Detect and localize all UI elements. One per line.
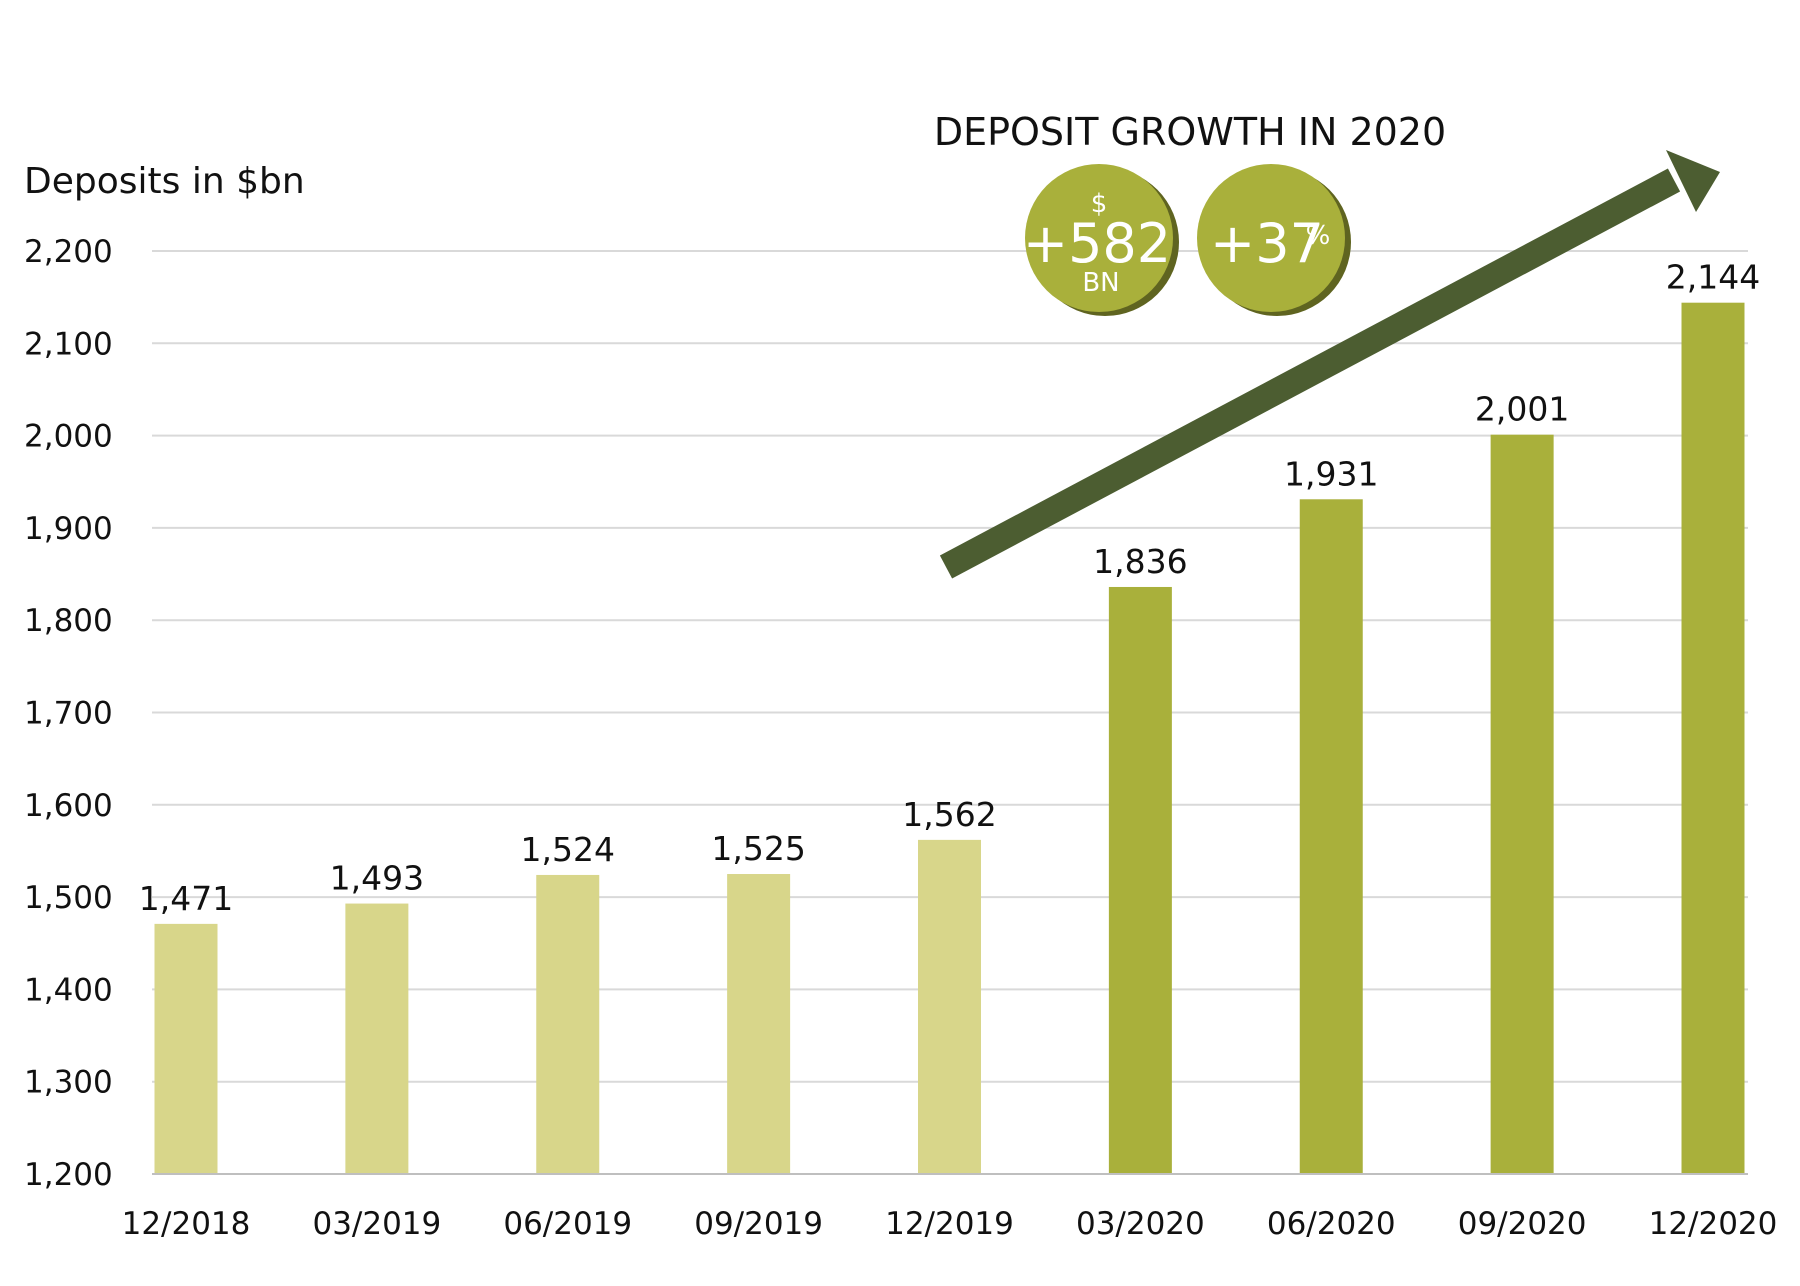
badge-currency-symbol: $ (1091, 189, 1108, 219)
badge-amount-unit: BN (1082, 268, 1119, 298)
badge-percent-sign: % (1306, 221, 1331, 251)
bar-03-2020 (1108, 586, 1172, 1174)
data-label: 1,524 (521, 830, 615, 869)
y-tick-label: 2,000 (24, 419, 113, 455)
x-tick-label: 12/2019 (885, 1206, 1014, 1242)
bar-09-2020 (1490, 434, 1554, 1174)
growth-headline: DEPOSIT GROWTH IN 2020 (934, 110, 1446, 154)
y-tick-label: 2,100 (24, 326, 113, 362)
x-tick-label: 03/2019 (312, 1206, 441, 1242)
data-labels: 1,471 1,493 1,524 1,525 1,562 1,836 1,931 2,001… (139, 258, 1760, 918)
bar-09-2019 (727, 874, 791, 1174)
x-tick-label: 12/2020 (1649, 1206, 1778, 1242)
amount-badge: $ +582 BN (1023, 164, 1179, 316)
badge-percent-value: +37 (1210, 212, 1324, 275)
y-axis-ticks: 1,200 1,300 1,400 1,500 1,600 1,700 1,800 1,900… (24, 234, 113, 1193)
data-label: 1,471 (139, 879, 233, 918)
x-tick-label: 12/2018 (122, 1206, 251, 1242)
bar-06-2019 (536, 874, 600, 1174)
y-tick-label: 1,700 (24, 696, 113, 732)
y-tick-label: 1,200 (24, 1157, 113, 1193)
bar-12-2018 (154, 923, 218, 1174)
bar-06-2020 (1299, 499, 1363, 1174)
data-label: 2,144 (1666, 258, 1760, 297)
y-tick-label: 1,600 (24, 788, 113, 824)
growth-arrow (939, 150, 1720, 579)
bar-03-2019 (345, 903, 409, 1174)
gridlines (152, 250, 1748, 1083)
badge-amount-value: +582 (1023, 212, 1171, 275)
x-tick-label: 09/2019 (694, 1206, 823, 1242)
x-axis-ticks: 12/2018 03/2019 06/2019 09/2019 12/2019 03/20… (122, 1206, 1778, 1242)
data-label: 1,493 (330, 859, 424, 898)
x-tick-label: 03/2020 (1076, 1206, 1205, 1242)
x-tick-label: 06/2019 (503, 1206, 632, 1242)
bar-12-2019 (918, 839, 981, 1174)
y-tick-label: 1,500 (24, 880, 113, 916)
y-tick-label: 1,900 (24, 511, 113, 547)
x-tick-label: 09/2020 (1458, 1206, 1587, 1242)
x-tick-label: 06/2020 (1267, 1206, 1396, 1242)
y-tick-label: 1,400 (24, 972, 113, 1008)
y-tick-label: 1,800 (24, 603, 113, 639)
data-label: 1,931 (1284, 454, 1378, 493)
bars (154, 302, 1745, 1174)
y-axis-title: Deposits in $bn (24, 161, 305, 202)
data-label: 1,836 (1093, 542, 1187, 581)
percent-badge: +37 % (1197, 164, 1351, 316)
bar-12-2020 (1681, 302, 1745, 1174)
data-label: 1,562 (902, 795, 996, 834)
y-tick-label: 1,300 (24, 1065, 113, 1101)
data-label: 1,525 (711, 829, 805, 868)
y-tick-label: 2,200 (24, 234, 113, 270)
data-label: 2,001 (1475, 390, 1569, 429)
